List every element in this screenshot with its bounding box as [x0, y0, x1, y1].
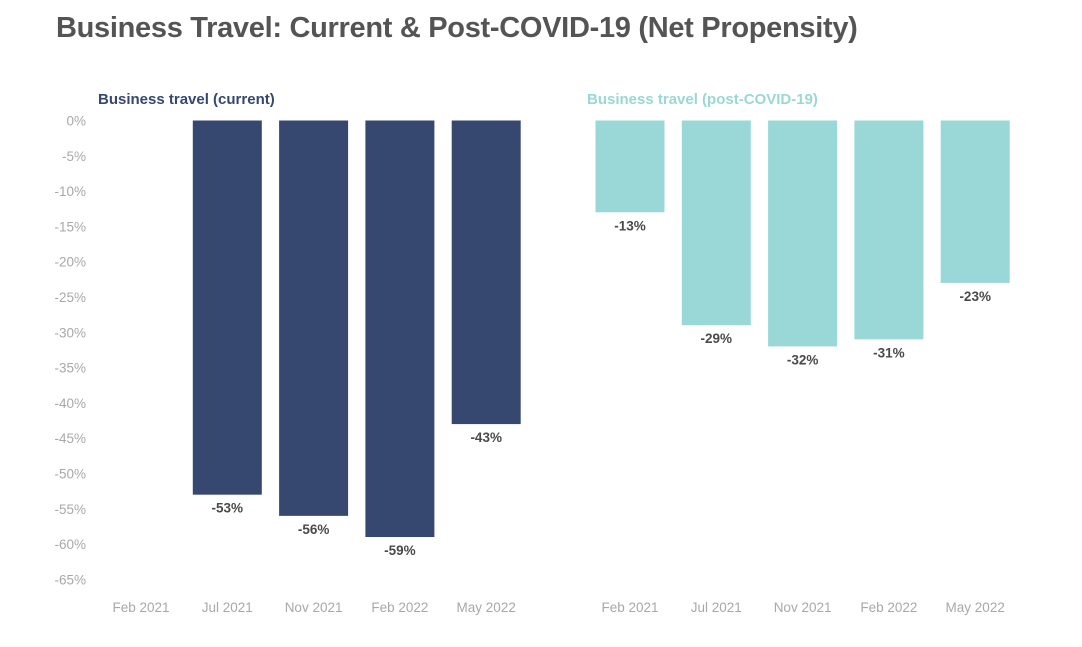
data-label: -32%: [787, 352, 819, 367]
bar-post-covid: [595, 120, 665, 213]
bar-post-covid: [940, 120, 1010, 283]
x-tick-label: Feb 2022: [860, 600, 917, 615]
data-label: -53%: [212, 501, 244, 516]
y-tick-label: -60%: [54, 537, 86, 552]
y-tick-label: 0%: [66, 114, 86, 129]
y-tick-label: -25%: [54, 290, 86, 305]
x-tick-label: Feb 2022: [371, 600, 428, 615]
y-tick-label: -40%: [54, 396, 86, 411]
bar-post-covid: [681, 120, 751, 326]
data-label: -59%: [384, 543, 416, 558]
bar-current: [451, 120, 521, 425]
bar-post-covid: [854, 120, 924, 340]
y-tick-label: -50%: [54, 467, 86, 482]
page-title: Business Travel: Current & Post-COVID-19…: [56, 12, 858, 44]
x-tick-label: May 2022: [946, 600, 1005, 615]
y-tick-label: -30%: [54, 325, 86, 340]
data-label: -43%: [470, 430, 502, 445]
y-tick-label: -55%: [54, 502, 86, 517]
x-tick-label: Jul 2021: [202, 600, 253, 615]
x-tick-label: Nov 2021: [285, 600, 343, 615]
data-label: -23%: [959, 289, 991, 304]
x-tick-label: Nov 2021: [774, 600, 832, 615]
panel-title-post-covid: Business travel (post-COVID-19): [587, 91, 818, 108]
data-label: -56%: [298, 522, 330, 537]
x-tick-label: Feb 2021: [112, 600, 169, 615]
panel-title-current: Business travel (current): [98, 91, 275, 108]
y-tick-label: -15%: [54, 219, 86, 234]
x-tick-label: Feb 2021: [601, 600, 658, 615]
y-tick-label: -45%: [54, 431, 86, 446]
data-label: -29%: [701, 331, 733, 346]
y-tick-label: -5%: [62, 149, 86, 164]
bar-current: [192, 120, 262, 495]
data-label: -31%: [873, 345, 905, 360]
y-tick-label: -10%: [54, 184, 86, 199]
bar-current: [365, 120, 435, 538]
x-tick-label: May 2022: [457, 600, 516, 615]
y-tick-label: -65%: [54, 572, 86, 587]
bar-current: [279, 120, 349, 516]
y-tick-label: -20%: [54, 255, 86, 270]
x-tick-label: Jul 2021: [691, 600, 742, 615]
bar-post-covid: [768, 120, 838, 347]
data-label: -13%: [614, 218, 646, 233]
y-tick-label: -35%: [54, 361, 86, 376]
